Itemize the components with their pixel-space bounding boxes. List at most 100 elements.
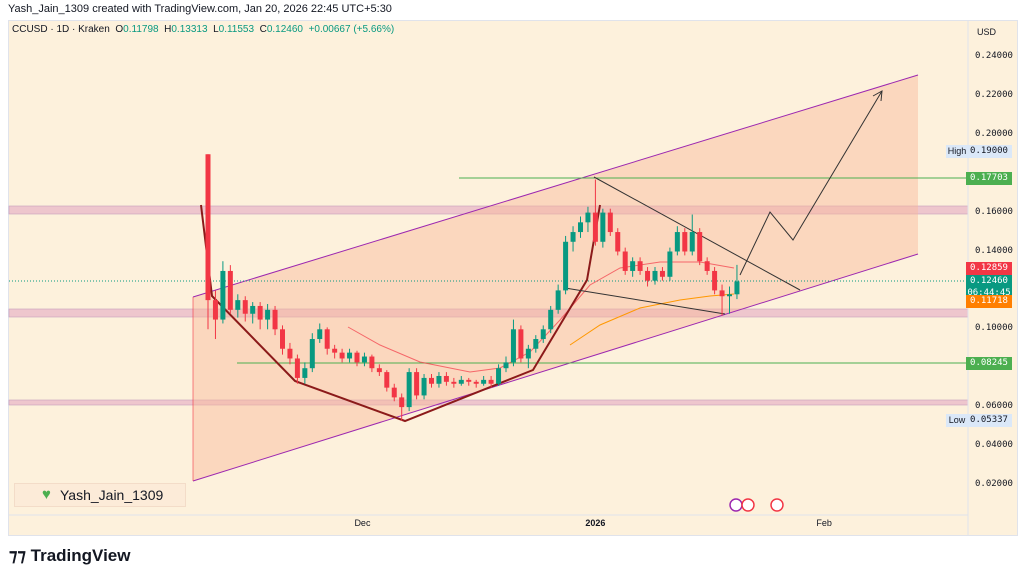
candle-body[interactable] [287, 348, 293, 359]
candle-body[interactable] [317, 329, 323, 340]
candle-body[interactable] [451, 381, 457, 384]
candle-body[interactable] [540, 329, 546, 340]
ma-orange-line [569, 293, 735, 346]
candle-body[interactable] [436, 375, 442, 384]
candle-body[interactable] [689, 232, 695, 252]
candle-body[interactable] [607, 212, 613, 233]
candle-body[interactable] [510, 329, 516, 363]
candle-body[interactable] [645, 270, 651, 281]
candles [205, 154, 740, 421]
candle-body[interactable] [630, 261, 636, 271]
candle-body[interactable] [712, 270, 718, 291]
candle-body[interactable] [555, 290, 561, 310]
candle-body[interactable] [332, 348, 338, 353]
candle-body[interactable] [652, 270, 658, 281]
candle-body[interactable] [406, 372, 412, 408]
candle-body[interactable] [466, 379, 472, 382]
candle-body[interactable] [384, 372, 390, 388]
triangle-lower-line[interactable] [564, 287, 726, 315]
candle-body[interactable] [302, 368, 308, 378]
candle-body[interactable] [563, 241, 569, 291]
candle-body[interactable] [719, 290, 725, 297]
candle-body[interactable] [250, 305, 256, 314]
channel-upper-line[interactable] [192, 74, 919, 298]
candle-body[interactable] [205, 154, 211, 301]
candle-body[interactable] [272, 309, 278, 330]
candle-body[interactable] [265, 309, 271, 320]
candle-body[interactable] [704, 261, 710, 271]
channel-fill [193, 75, 918, 481]
candle-body[interactable] [518, 329, 524, 359]
event-markers[interactable] [729, 498, 784, 512]
last-price-tag: 0.12460 [966, 275, 1012, 288]
candle-body[interactable] [324, 329, 330, 349]
us-flag-event-icon[interactable] [770, 498, 784, 512]
high-value: 0.13313 [171, 24, 208, 35]
candle-body[interactable] [339, 352, 345, 359]
price-tick-label: 0.14000 [975, 245, 1013, 256]
candle-body[interactable] [481, 379, 487, 384]
candle-body[interactable] [391, 387, 397, 398]
candle-body[interactable] [548, 309, 554, 330]
candle-body[interactable] [667, 251, 673, 277]
heart-icon: ♥ [42, 486, 51, 503]
candle-body[interactable] [421, 377, 427, 396]
triangle-upper-line[interactable] [593, 176, 801, 291]
candle-body[interactable] [257, 305, 263, 320]
chart-pane[interactable] [8, 20, 1018, 536]
candle-body[interactable] [727, 294, 732, 297]
candle-body[interactable] [622, 251, 628, 271]
candle-body[interactable] [309, 339, 315, 369]
candle-body[interactable] [488, 379, 494, 384]
symbol-info[interactable]: CCUSD · 1D · Kraken [12, 24, 110, 35]
low-support-zone[interactable] [8, 399, 969, 406]
candle-body[interactable] [503, 362, 509, 369]
candle-body[interactable] [585, 212, 591, 223]
candle-body[interactable] [294, 358, 300, 378]
low-tag-label: Low [946, 414, 968, 427]
candle-body[interactable] [280, 329, 285, 349]
candle-body[interactable] [347, 352, 353, 359]
candle-body[interactable] [697, 232, 703, 262]
candle-body[interactable] [600, 212, 606, 242]
candle-body[interactable] [235, 300, 241, 310]
candle-body[interactable] [414, 372, 420, 396]
candle-body[interactable] [242, 300, 248, 314]
price-tick-label: 0.02000 [975, 478, 1013, 489]
candle-body[interactable] [496, 368, 502, 384]
channel-lower-line[interactable] [192, 253, 919, 482]
high-tag: 0.19000 [966, 145, 1012, 158]
candle-body[interactable] [682, 232, 688, 252]
candle-body[interactable] [615, 232, 621, 252]
candle-body[interactable] [592, 212, 598, 242]
lightning-event-icon[interactable] [729, 498, 743, 512]
tradingview-logo[interactable]: ⁊⁊ TradingView [9, 546, 130, 566]
candle-body[interactable] [361, 356, 367, 363]
candle-body[interactable] [674, 232, 680, 252]
projection-path[interactable] [739, 90, 883, 276]
candle-body[interactable] [734, 281, 740, 295]
low-label: L [213, 24, 219, 35]
candle-body[interactable] [533, 339, 539, 349]
time-tick-label: 2026 [585, 518, 606, 528]
candle-body[interactable] [443, 375, 449, 382]
currency-label[interactable]: USD [977, 27, 997, 37]
candle-body[interactable] [473, 381, 479, 384]
candle-body[interactable] [429, 377, 434, 384]
candle-body[interactable] [212, 300, 218, 320]
candle-body[interactable] [354, 352, 360, 363]
cup-pattern-line[interactable] [200, 204, 601, 423]
candle-body[interactable] [637, 261, 643, 271]
candle-body[interactable] [369, 356, 375, 369]
candle-body[interactable] [570, 232, 576, 242]
candle-body[interactable] [525, 348, 531, 359]
candle-body[interactable] [659, 270, 665, 277]
candle-body[interactable] [458, 379, 464, 384]
candle-body[interactable] [376, 368, 382, 373]
candle-body[interactable] [399, 397, 405, 408]
us-flag-event-icon[interactable] [741, 498, 755, 512]
candle-body[interactable] [220, 270, 226, 320]
candle-body[interactable] [578, 222, 583, 233]
candle-body[interactable] [227, 270, 233, 310]
